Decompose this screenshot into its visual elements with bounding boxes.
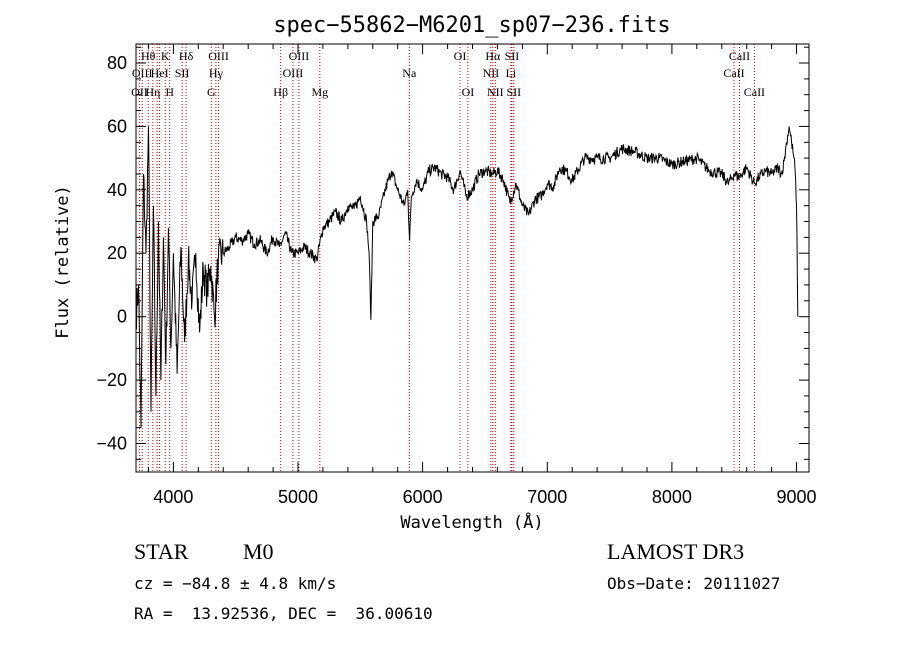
chart-title: spec−55862−M6201_sp07−236.fits — [273, 13, 670, 38]
y-axis-label: Flux (relative) — [53, 185, 73, 339]
y-tick-label-6: 80 — [107, 53, 127, 73]
flux-line — [135, 126, 799, 428]
line-label-6: Hα — [485, 49, 501, 63]
line-label-2: Hδ — [179, 49, 194, 63]
line-label-9: OIII — [132, 66, 153, 80]
object-subclass: M0 — [243, 539, 274, 564]
line-label-14: Na — [402, 66, 417, 80]
y-tick-label-0: −40 — [96, 434, 127, 454]
observation-date: Obs−Date: 20111027 — [607, 574, 781, 593]
line-label-22: Hβ — [273, 85, 288, 99]
y-tick-label-3: 20 — [107, 243, 127, 263]
x-tick-label-0: 4000 — [153, 487, 193, 507]
x-axis-label: Wavelength (Å) — [400, 511, 543, 533]
line-label-4: OIII — [289, 49, 310, 63]
line-label-19: Hη — [145, 85, 160, 99]
line-label-7: SII — [505, 49, 520, 63]
y-tick-label-5: 60 — [107, 116, 127, 136]
coordinates: RA = 13.92536, DEC = 36.00610 — [134, 604, 433, 623]
line-label-12: Hγ — [209, 66, 224, 80]
x-tick-label-1: 5000 — [278, 487, 318, 507]
line-label-5: OI — [454, 49, 467, 63]
line-label-26: SII — [506, 85, 521, 99]
x-tick-label-3: 7000 — [527, 487, 567, 507]
y-axis-ticks: −40 −20 0 20 40 60 80 — [96, 46, 809, 460]
line-label-17: CaII — [723, 66, 744, 80]
line-label-1: K — [161, 49, 170, 63]
y-tick-label-2: 0 — [117, 307, 127, 327]
line-label-13: OIII — [283, 66, 304, 80]
object-class: STAR — [134, 539, 189, 564]
line-label-10: HeI — [151, 66, 169, 80]
plot-frame — [135, 43, 810, 473]
line-label-18: OII — [131, 85, 148, 99]
redshift-velocity: cz = −84.8 ± 4.8 km/s — [134, 574, 337, 593]
flux-series — [135, 126, 799, 428]
line-label-0: Hθ — [141, 49, 156, 63]
line-label-24: OI — [462, 85, 475, 99]
survey-name: LAMOST DR3 — [607, 539, 745, 564]
line-label-21: G — [207, 85, 216, 99]
spectral-line-markers — [138, 44, 755, 472]
x-axis-ticks: 4000 5000 6000 7000 8000 9000 — [148, 44, 817, 507]
line-label-23: Mg — [311, 85, 328, 99]
y-tick-label-1: −20 — [96, 370, 127, 390]
line-label-15: NII — [483, 66, 500, 80]
line-label-20: H — [165, 85, 174, 99]
x-tick-label-2: 6000 — [403, 487, 443, 507]
line-label-11: SII — [175, 66, 190, 80]
line-label-27: CaII — [744, 85, 765, 99]
line-label-25: NII — [487, 85, 504, 99]
line-label-16: Li — [506, 66, 517, 80]
y-tick-label-4: 40 — [107, 180, 127, 200]
line-label-3: OIII — [208, 49, 229, 63]
x-tick-label-4: 8000 — [652, 487, 692, 507]
x-tick-label-5: 9000 — [776, 487, 816, 507]
line-label-8: CaII — [729, 49, 750, 63]
